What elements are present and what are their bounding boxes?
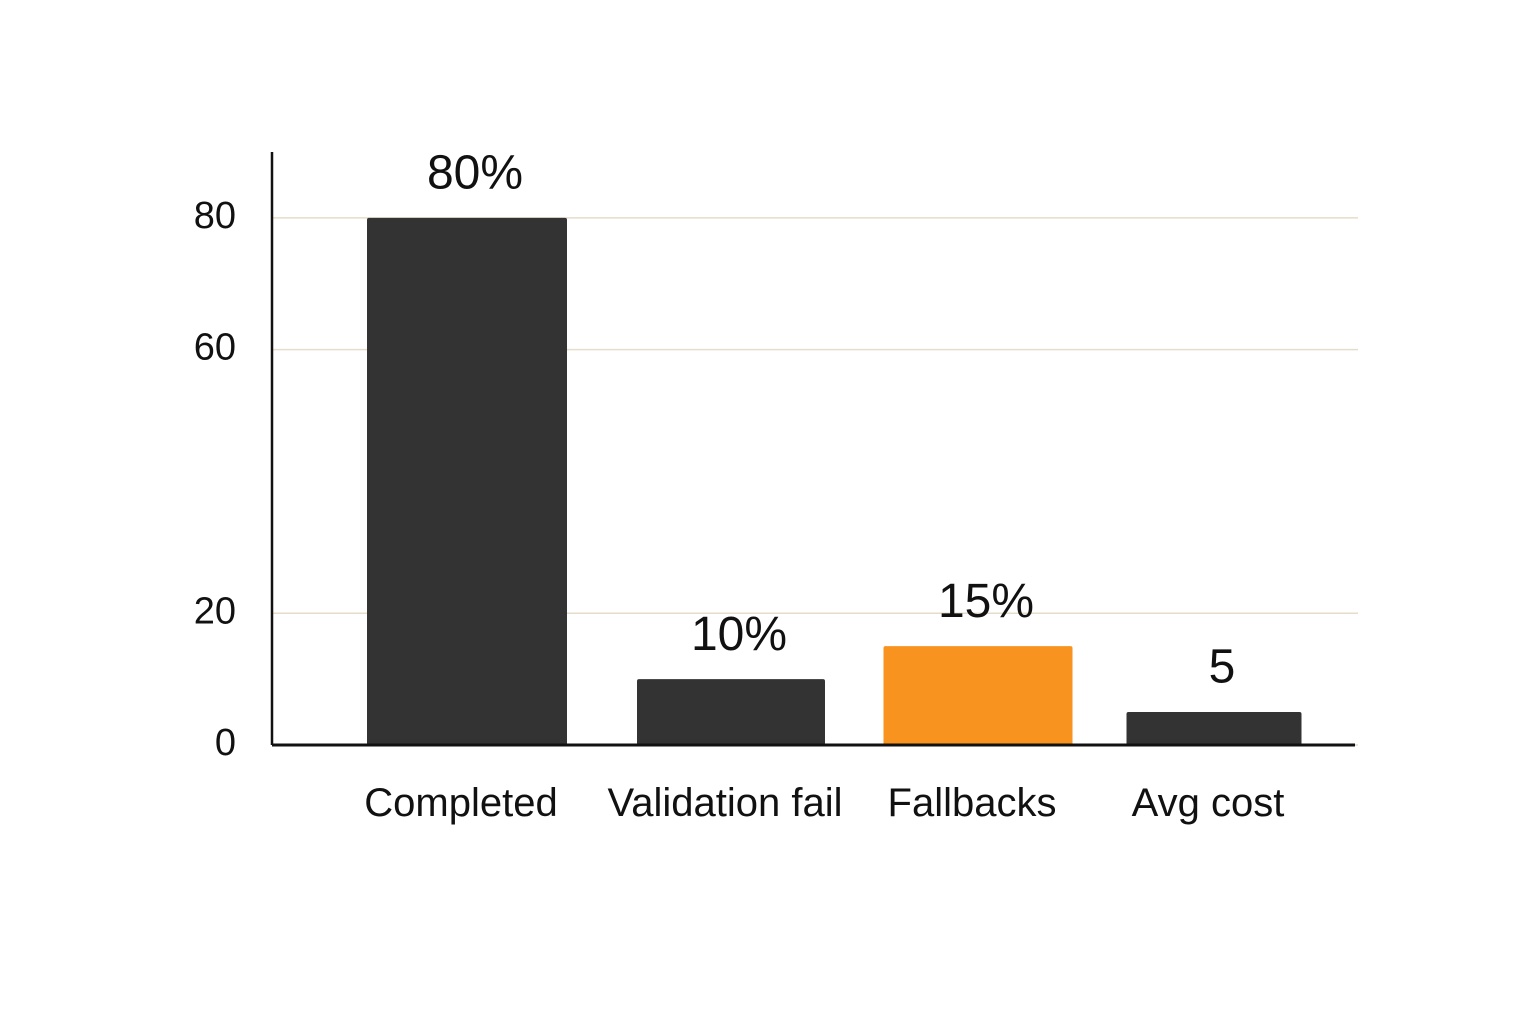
value-label: 10% xyxy=(691,608,787,661)
value-label: 5 xyxy=(1209,641,1236,694)
y-tick-label: 80 xyxy=(194,195,236,237)
x-tick-label: Fallbacks xyxy=(887,781,1057,825)
bar xyxy=(367,217,567,745)
bar xyxy=(883,646,1073,745)
x-tick-label: Avg cost xyxy=(1131,781,1285,825)
bar xyxy=(1126,712,1302,745)
y-tick-label: 20 xyxy=(194,590,236,632)
x-tick-label: Completed xyxy=(364,781,558,825)
value-label: 15% xyxy=(938,575,1034,628)
y-tick-label: 0 xyxy=(215,722,236,764)
bar xyxy=(637,679,825,745)
x-tick-label: Validation fail xyxy=(607,781,843,825)
y-tick-label: 60 xyxy=(194,327,236,369)
value-label: 80% xyxy=(427,147,523,200)
